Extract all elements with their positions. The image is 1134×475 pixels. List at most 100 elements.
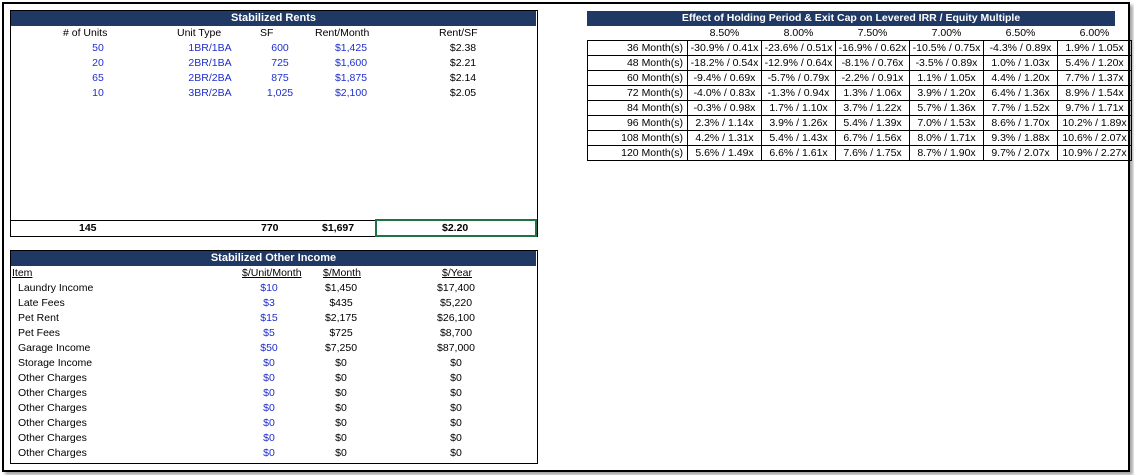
irr-multiple-cell[interactable]: -2.2% / 0.91x xyxy=(835,70,910,86)
irr-multiple-cell[interactable]: -1.3% / 0.94x xyxy=(761,85,836,101)
unit-month-cell[interactable]: $0 xyxy=(263,387,275,399)
rent-month-cell[interactable]: $1,600 xyxy=(334,57,368,69)
unit-month-cell[interactable]: $0 xyxy=(263,357,275,369)
item-cell[interactable]: Storage Income xyxy=(18,357,93,369)
irr-multiple-cell[interactable]: -0.3% / 0.98x xyxy=(687,100,762,116)
irr-multiple-cell[interactable]: 9.7% / 1.71x xyxy=(1057,100,1132,116)
irr-multiple-cell[interactable]: 6.6% / 1.61x xyxy=(761,145,836,161)
irr-multiple-cell[interactable]: 8.9% / 1.54x xyxy=(1057,85,1132,101)
irr-multiple-cell[interactable]: -9.4% / 0.69x xyxy=(687,70,762,86)
units-cell[interactable]: 20 xyxy=(92,57,104,69)
month-cell[interactable]: $2,175 xyxy=(324,312,358,324)
month-cell[interactable]: $0 xyxy=(335,372,347,384)
month-cell[interactable]: $0 xyxy=(335,402,347,414)
unit-month-cell[interactable]: $15 xyxy=(260,312,278,324)
unit-month-cell[interactable]: $0 xyxy=(263,402,275,414)
unit-month-cell[interactable]: $0 xyxy=(263,417,275,429)
year-cell[interactable]: $0 xyxy=(450,387,462,399)
unit-type-cell[interactable]: 2BR/1BA xyxy=(188,57,232,69)
item-cell[interactable]: Other Charges xyxy=(18,447,87,459)
unit-type-cell[interactable]: 3BR/2BA xyxy=(188,87,232,99)
item-cell[interactable]: Pet Rent xyxy=(18,312,59,324)
sf-cell[interactable]: 600 xyxy=(271,42,289,54)
year-cell[interactable]: $26,100 xyxy=(437,312,475,324)
unit-month-cell[interactable]: $10 xyxy=(260,282,278,294)
rent-month-cell[interactable]: $2,100 xyxy=(334,87,368,99)
irr-multiple-cell[interactable]: 7.6% / 1.75x xyxy=(835,145,910,161)
irr-multiple-cell[interactable]: -4.3% / 0.89x xyxy=(983,40,1058,56)
irr-multiple-cell[interactable]: 9.7% / 2.07x xyxy=(983,145,1058,161)
irr-multiple-cell[interactable]: 10.2% / 1.89x xyxy=(1057,115,1132,131)
irr-multiple-cell[interactable]: -18.2% / 0.54x xyxy=(687,55,762,71)
year-cell[interactable]: $87,000 xyxy=(437,342,475,354)
item-cell[interactable]: Pet Fees xyxy=(18,327,61,339)
item-cell[interactable]: Garage Income xyxy=(18,342,91,354)
irr-multiple-cell[interactable]: 3.9% / 1.20x xyxy=(909,85,984,101)
irr-multiple-cell[interactable]: 8.6% / 1.70x xyxy=(983,115,1058,131)
irr-multiple-cell[interactable]: 8.0% / 1.71x xyxy=(909,130,984,146)
year-cell[interactable]: $0 xyxy=(450,372,462,384)
unit-month-cell[interactable]: $0 xyxy=(263,432,275,444)
item-cell[interactable]: Other Charges xyxy=(18,432,87,444)
unit-type-cell[interactable]: 1BR/1BA xyxy=(188,42,232,54)
irr-multiple-cell[interactable]: -30.9% / 0.41x xyxy=(687,40,762,56)
selected-cell[interactable] xyxy=(375,219,537,237)
irr-multiple-cell[interactable]: 4.2% / 1.31x xyxy=(687,130,762,146)
year-cell[interactable]: $0 xyxy=(450,432,462,444)
year-cell[interactable]: $0 xyxy=(450,447,462,459)
month-cell[interactable]: $0 xyxy=(335,432,347,444)
year-cell[interactable]: $17,400 xyxy=(437,282,475,294)
units-cell[interactable]: 50 xyxy=(92,42,104,54)
month-cell[interactable]: $7,250 xyxy=(324,342,358,354)
irr-multiple-cell[interactable]: 1.9% / 1.05x xyxy=(1057,40,1132,56)
rent-sf-cell[interactable]: $2.05 xyxy=(449,87,477,99)
year-cell[interactable]: $5,220 xyxy=(439,297,473,309)
rent-sf-cell[interactable]: $2.38 xyxy=(449,42,477,54)
unit-month-cell[interactable]: $5 xyxy=(263,327,275,339)
unit-month-cell[interactable]: $0 xyxy=(263,372,275,384)
month-cell[interactable]: $725 xyxy=(329,327,353,339)
irr-multiple-cell[interactable]: 6.7% / 1.56x xyxy=(835,130,910,146)
month-cell[interactable]: $0 xyxy=(335,417,347,429)
year-cell[interactable]: $8,700 xyxy=(439,327,473,339)
rent-sf-cell[interactable]: $2.21 xyxy=(449,57,477,69)
irr-multiple-cell[interactable]: 10.9% / 2.27x xyxy=(1057,145,1132,161)
irr-multiple-cell[interactable]: 3.7% / 1.22x xyxy=(835,100,910,116)
month-cell[interactable]: $0 xyxy=(335,447,347,459)
irr-multiple-cell[interactable]: 5.7% / 1.36x xyxy=(909,100,984,116)
irr-multiple-cell[interactable]: 1.3% / 1.06x xyxy=(835,85,910,101)
irr-multiple-cell[interactable]: 5.4% / 1.39x xyxy=(835,115,910,131)
month-cell[interactable]: $1,450 xyxy=(324,282,358,294)
item-cell[interactable]: Other Charges xyxy=(18,372,87,384)
irr-multiple-cell[interactable]: 5.4% / 1.20x xyxy=(1057,55,1132,71)
month-cell[interactable]: $0 xyxy=(335,357,347,369)
sf-cell[interactable]: 1,025 xyxy=(266,87,294,99)
units-cell[interactable]: 10 xyxy=(92,87,104,99)
item-cell[interactable]: Other Charges xyxy=(18,402,87,414)
irr-multiple-cell[interactable]: 3.9% / 1.26x xyxy=(761,115,836,131)
irr-multiple-cell[interactable]: -10.5% / 0.75x xyxy=(909,40,984,56)
sf-cell[interactable]: 875 xyxy=(271,72,289,84)
year-cell[interactable]: $0 xyxy=(450,417,462,429)
year-cell[interactable]: $0 xyxy=(450,402,462,414)
irr-multiple-cell[interactable]: 6.4% / 1.36x xyxy=(983,85,1058,101)
irr-multiple-cell[interactable]: -23.6% / 0.51x xyxy=(761,40,836,56)
irr-multiple-cell[interactable]: 1.1% / 1.05x xyxy=(909,70,984,86)
rent-month-cell[interactable]: $1,425 xyxy=(334,42,368,54)
irr-multiple-cell[interactable]: 5.4% / 1.43x xyxy=(761,130,836,146)
item-cell[interactable]: Late Fees xyxy=(18,297,65,309)
irr-multiple-cell[interactable]: -4.0% / 0.83x xyxy=(687,85,762,101)
irr-multiple-cell[interactable]: -8.1% / 0.76x xyxy=(835,55,910,71)
irr-multiple-cell[interactable]: 7.7% / 1.37x xyxy=(1057,70,1132,86)
irr-multiple-cell[interactable]: 7.7% / 1.52x xyxy=(983,100,1058,116)
month-cell[interactable]: $0 xyxy=(335,387,347,399)
irr-multiple-cell[interactable]: -16.9% / 0.62x xyxy=(835,40,910,56)
unit-month-cell[interactable]: $0 xyxy=(263,447,275,459)
irr-multiple-cell[interactable]: 2.3% / 1.14x xyxy=(687,115,762,131)
month-cell[interactable]: $435 xyxy=(329,297,353,309)
item-cell[interactable]: Other Charges xyxy=(18,387,87,399)
rent-sf-cell[interactable]: $2.14 xyxy=(449,72,477,84)
irr-multiple-cell[interactable]: 7.0% / 1.53x xyxy=(909,115,984,131)
sf-cell[interactable]: 725 xyxy=(271,57,289,69)
irr-multiple-cell[interactable]: 4.4% / 1.20x xyxy=(983,70,1058,86)
